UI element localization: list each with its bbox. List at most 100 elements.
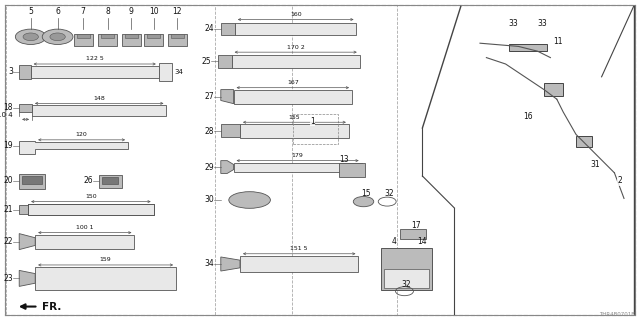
Text: 150: 150 [85,194,97,199]
Bar [234,90,352,104]
Bar [171,34,184,38]
Circle shape [42,29,73,44]
Bar [19,65,31,79]
Text: 31: 31 [590,160,600,169]
Bar [218,55,232,68]
Text: 33: 33 [508,19,518,28]
Text: 19: 19 [3,141,13,150]
Text: 10: 10 [148,7,159,16]
Bar [99,175,122,188]
Bar [221,124,240,137]
Text: 20: 20 [3,176,13,185]
Text: 23: 23 [3,274,13,283]
Polygon shape [19,270,35,286]
Bar [293,114,338,144]
Ellipse shape [229,192,271,208]
Bar [147,34,160,38]
Text: 22: 22 [3,237,13,246]
Text: 25: 25 [202,57,211,66]
Polygon shape [19,141,128,154]
Text: 15: 15 [361,189,371,198]
Bar [576,136,592,147]
Bar [35,235,134,249]
Text: 17: 17 [411,221,421,230]
Text: 18: 18 [3,103,13,112]
Bar [19,205,28,214]
Text: 9: 9 [129,7,134,16]
Text: 167: 167 [287,80,299,85]
Text: 24: 24 [205,24,214,33]
Bar [168,34,187,46]
Bar [19,104,32,112]
Circle shape [15,29,46,44]
Text: 33: 33 [538,19,548,28]
Text: 11: 11 [554,37,563,46]
Text: 1: 1 [310,117,315,126]
Text: 3: 3 [8,68,13,76]
Text: 7: 7 [81,7,86,16]
Text: 32: 32 [384,189,394,198]
Text: 26: 26 [83,176,93,185]
Text: 32: 32 [401,280,412,289]
Text: 34: 34 [205,260,214,268]
Circle shape [50,33,65,41]
Bar [234,163,362,172]
Bar [35,267,176,290]
Bar [381,248,432,290]
Text: 29: 29 [205,163,214,172]
Bar [384,269,429,288]
Text: 159: 159 [100,257,111,262]
Text: 10 4: 10 4 [0,112,13,118]
Text: 6: 6 [55,7,60,16]
Bar [77,34,90,38]
Text: 148: 148 [93,96,105,101]
Text: 170 2: 170 2 [287,44,305,50]
Circle shape [353,196,374,207]
Bar [28,204,154,215]
Bar [240,124,349,138]
Bar [32,105,166,116]
Bar [6,5,292,315]
Text: 122 5: 122 5 [86,56,104,61]
Text: 120: 120 [76,132,88,137]
Bar [509,44,547,51]
Text: 21: 21 [3,205,13,214]
Text: 2: 2 [617,176,622,185]
Text: 13: 13 [339,155,349,164]
Bar [19,174,45,189]
Bar [102,177,118,184]
Circle shape [23,33,38,41]
Text: 4: 4 [391,237,396,246]
Text: 12: 12 [173,7,182,16]
Bar [98,34,117,46]
Bar [240,256,358,272]
Bar [215,5,397,315]
Text: 100 1: 100 1 [76,225,93,230]
Bar [74,34,93,46]
Text: 179: 179 [292,153,303,158]
Text: 8: 8 [105,7,110,16]
Bar [122,34,141,46]
Text: 5: 5 [28,7,33,16]
Bar [235,23,356,35]
Bar [221,23,235,35]
Bar [22,176,42,184]
Bar [125,34,138,38]
Text: 14: 14 [417,237,428,246]
Text: 27: 27 [205,92,214,101]
Polygon shape [221,161,234,173]
Polygon shape [221,257,240,271]
Text: 28: 28 [205,127,214,136]
Bar [159,63,172,81]
Text: 155: 155 [289,115,300,120]
Text: 160: 160 [290,12,301,17]
Text: THR4B0701B: THR4B0701B [599,312,635,317]
Text: FR.: FR. [42,301,61,312]
Bar [144,34,163,46]
Bar [339,163,365,177]
Text: 16: 16 [523,112,533,121]
Polygon shape [19,234,35,250]
Bar [31,66,159,78]
Text: 30: 30 [205,196,214,204]
Bar [101,34,114,38]
